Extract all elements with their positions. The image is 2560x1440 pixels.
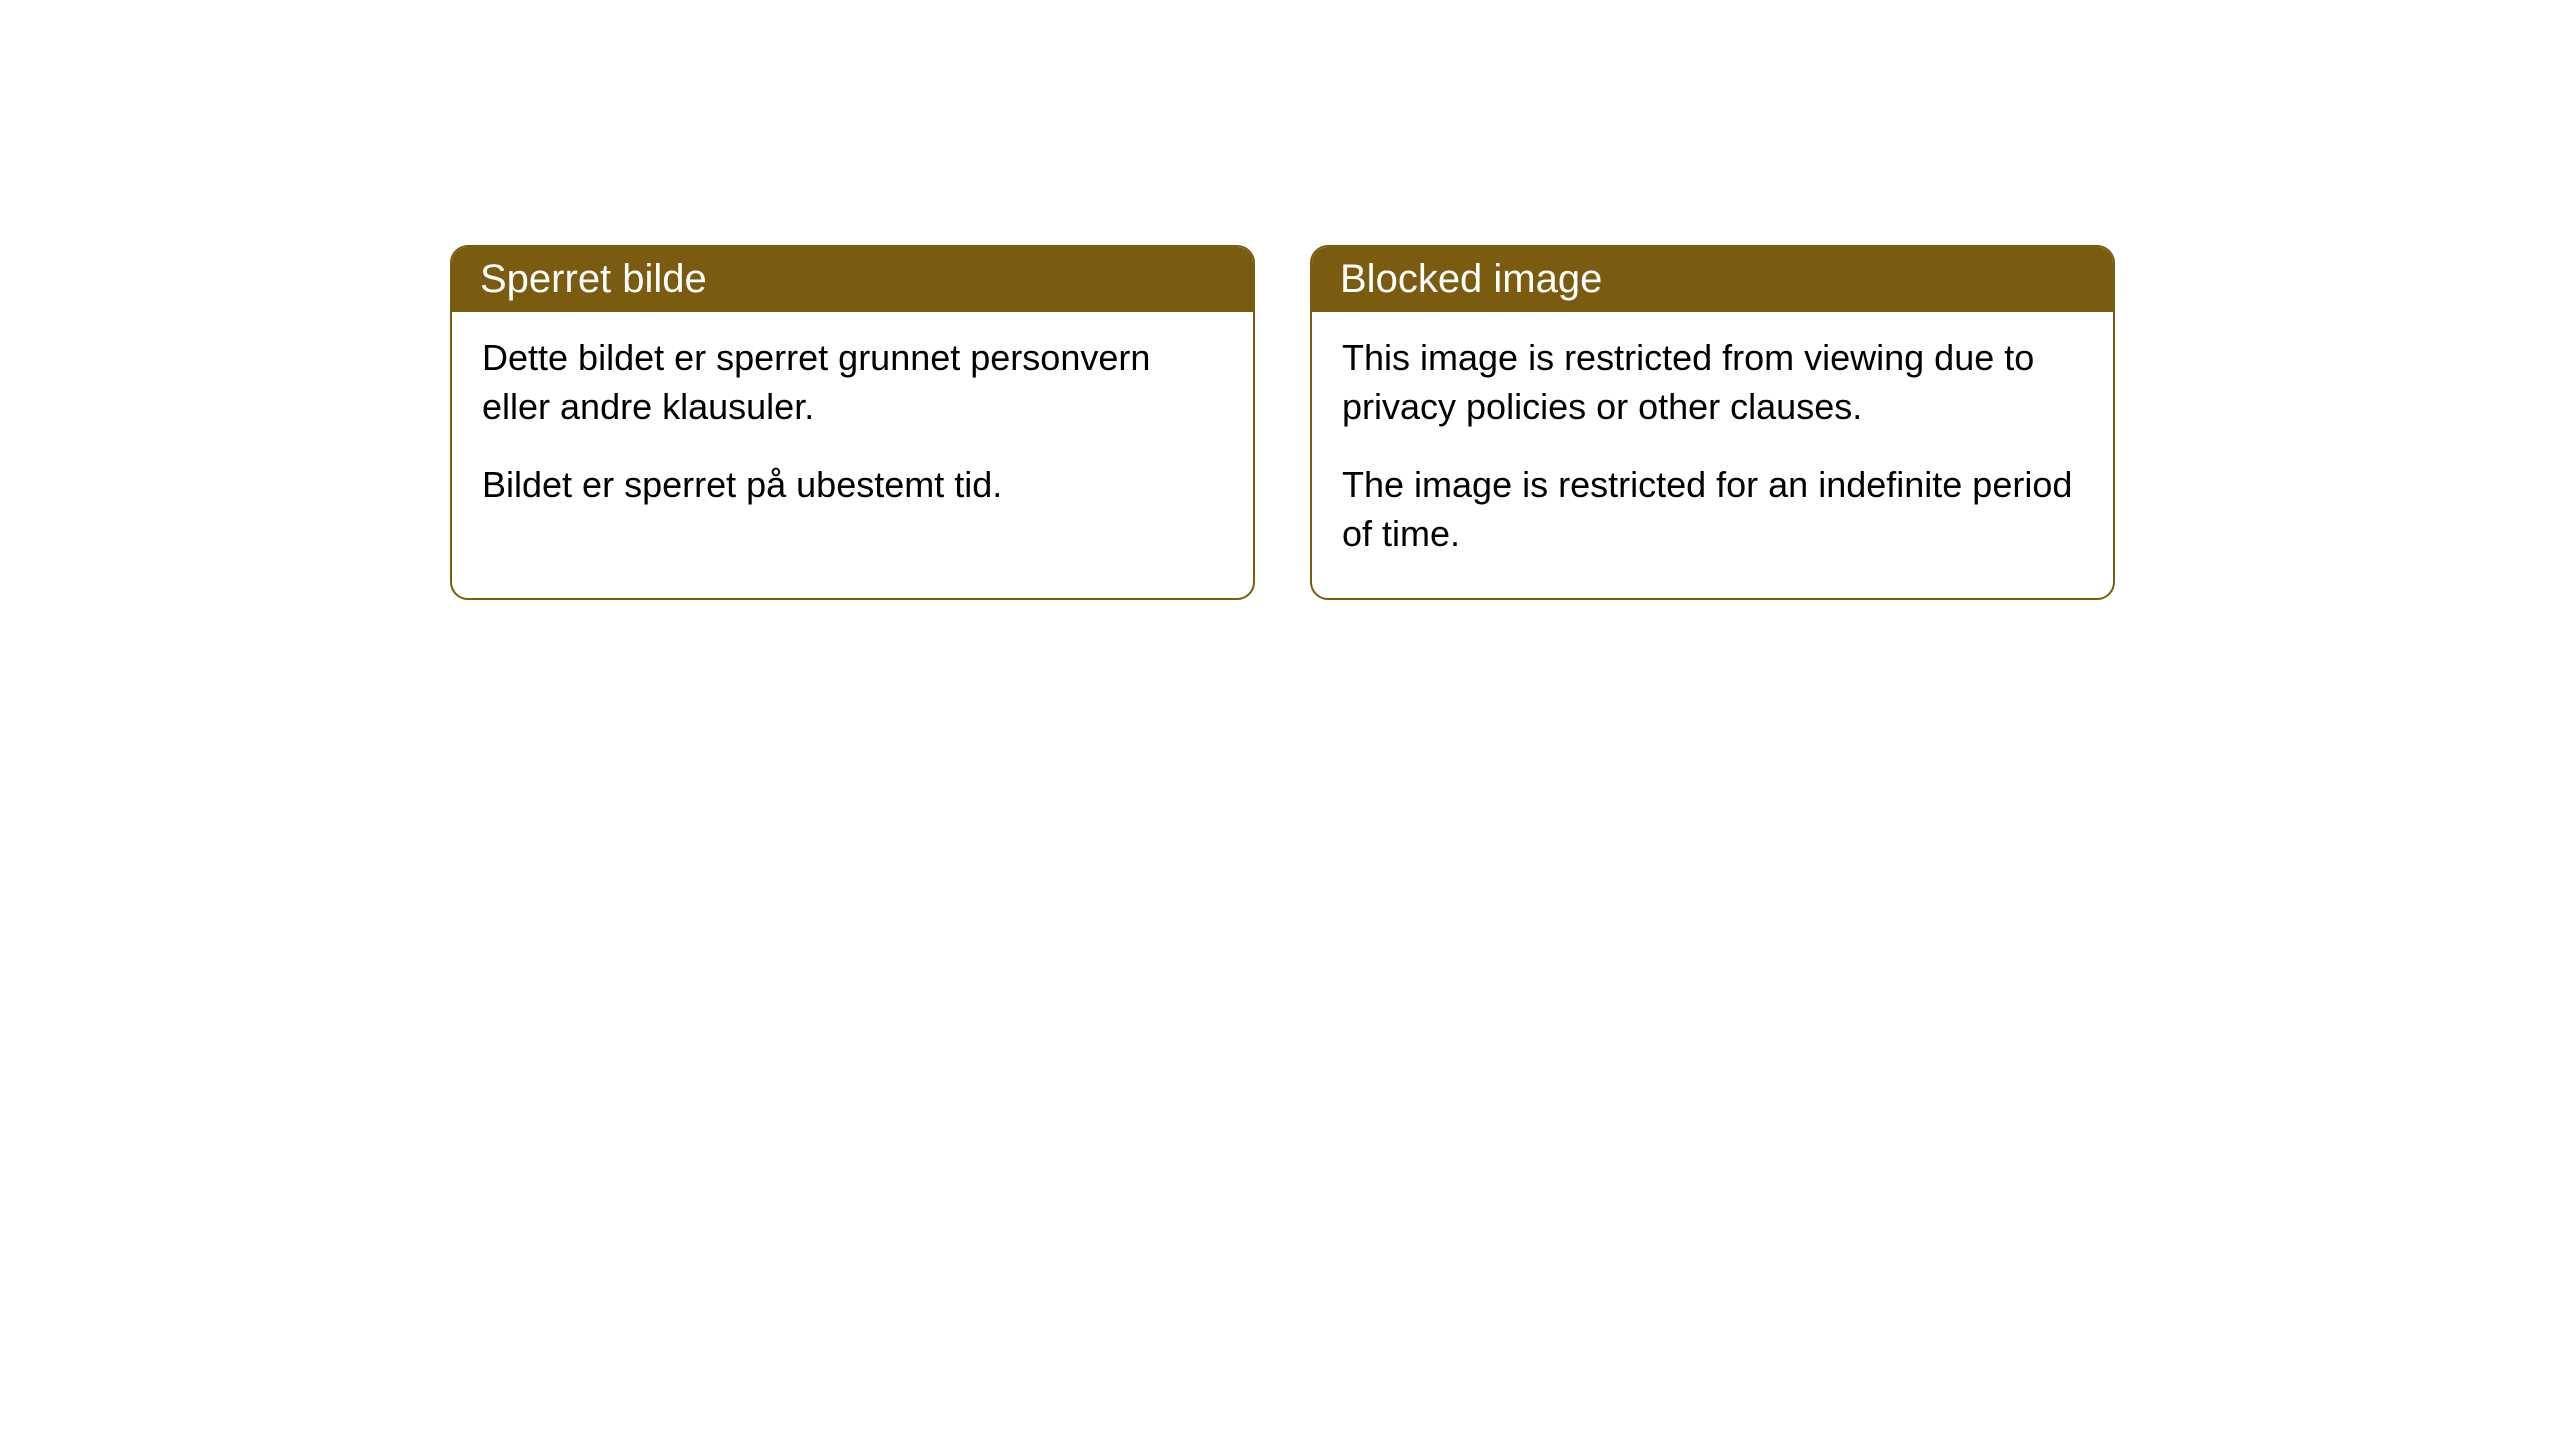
info-card-norwegian: Sperret bilde Dette bildet er sperret gr… [450, 245, 1255, 600]
card-paragraph: This image is restricted from viewing du… [1342, 334, 2083, 431]
card-title: Blocked image [1340, 257, 1602, 301]
card-header: Blocked image [1312, 247, 2113, 312]
card-paragraph: The image is restricted for an indefinit… [1342, 461, 2083, 558]
card-header: Sperret bilde [452, 247, 1253, 312]
info-cards-container: Sperret bilde Dette bildet er sperret gr… [450, 245, 2560, 600]
card-paragraph: Dette bildet er sperret grunnet personve… [482, 334, 1223, 431]
card-title: Sperret bilde [480, 257, 707, 301]
card-paragraph: Bildet er sperret på ubestemt tid. [482, 461, 1223, 510]
info-card-english: Blocked image This image is restricted f… [1310, 245, 2115, 600]
card-body: This image is restricted from viewing du… [1312, 312, 2113, 598]
card-body: Dette bildet er sperret grunnet personve… [452, 312, 1253, 550]
